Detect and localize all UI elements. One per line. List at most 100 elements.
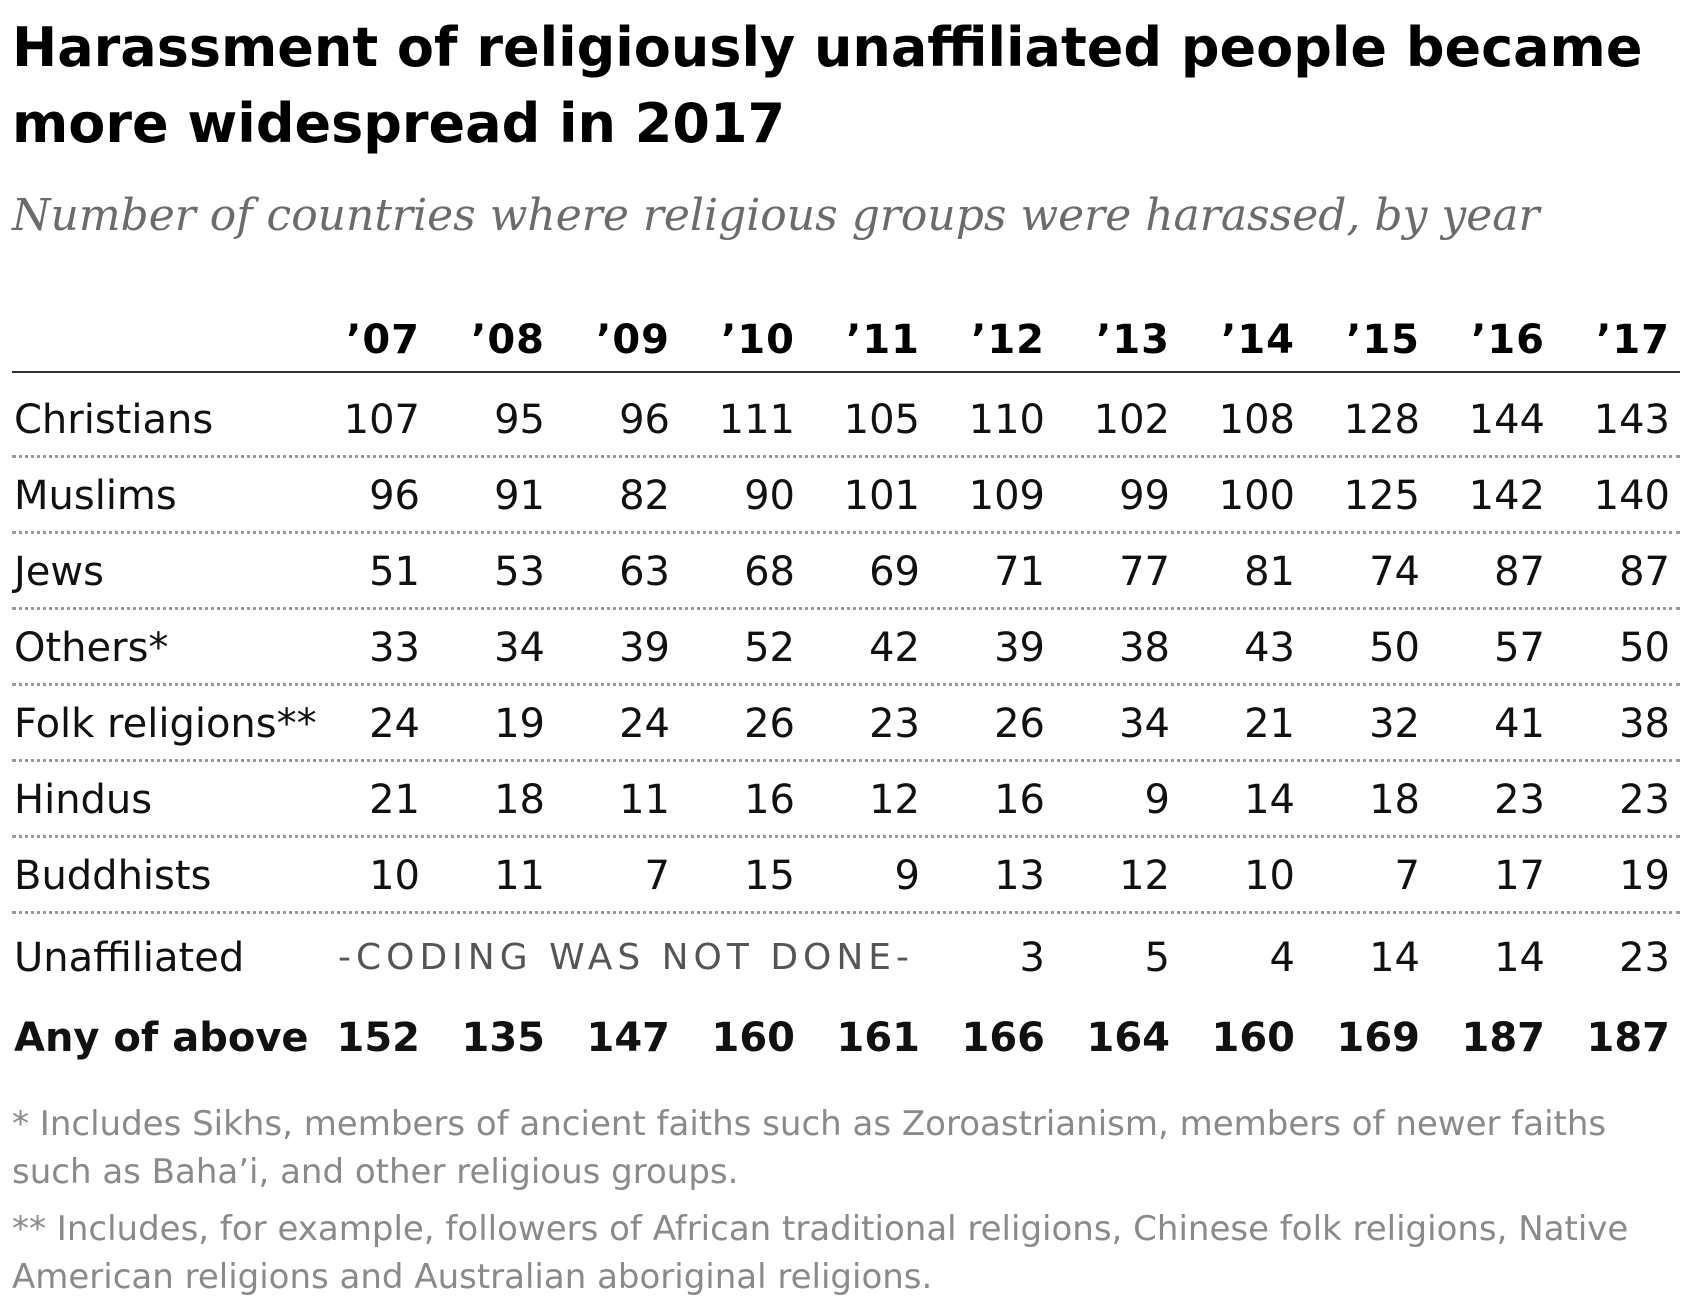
table-cell: 160	[1211, 1015, 1296, 1061]
table-cell: 9	[1144, 777, 1170, 823]
table-cell: 38	[1619, 701, 1670, 747]
table-cell: 135	[461, 1015, 546, 1061]
table-cell: 39	[994, 625, 1045, 671]
row-divider	[12, 531, 1680, 534]
table-cell: 11	[619, 777, 670, 823]
table-cell: 68	[744, 549, 795, 595]
table-cell: 14	[1244, 777, 1295, 823]
column-header: ’10	[721, 317, 795, 363]
table-cell: 11	[494, 853, 545, 899]
row-label: Unaffiliated	[14, 935, 245, 981]
table-cell: 7	[644, 853, 670, 899]
table-cell: 161	[836, 1015, 921, 1061]
table-cell: 96	[369, 473, 420, 519]
data-table: ’07 ’08 ’09 ’10 ’11 ’12 ’13 ’14 ’15 ’16 ’17 Christi…	[12, 317, 1680, 1061]
table-cell: 4	[1269, 935, 1295, 981]
row-label: Buddhists	[14, 853, 212, 899]
column-header: ’07	[346, 317, 420, 363]
table-cell: 21	[1244, 701, 1295, 747]
table-cell: 187	[1461, 1015, 1546, 1061]
table-cell: 71	[994, 549, 1045, 595]
table-cell: 128	[1343, 397, 1420, 443]
table-cell: 95	[494, 397, 545, 443]
table-cell: 187	[1586, 1015, 1671, 1061]
table-cell: 90	[744, 473, 795, 519]
table-cell: 34	[1119, 701, 1170, 747]
table-cell: 18	[1369, 777, 1420, 823]
column-header: ’15	[1346, 317, 1420, 363]
row-label: Hindus	[14, 777, 153, 823]
column-header: ’13	[1096, 317, 1170, 363]
table-cell: 24	[619, 701, 670, 747]
row-divider	[12, 455, 1680, 458]
table-cell: 21	[369, 777, 420, 823]
table-cell: 108	[1218, 397, 1295, 443]
table-cell: 164	[1086, 1015, 1171, 1061]
column-header: ’09	[596, 317, 670, 363]
table-cell: 107	[343, 397, 420, 443]
table-cell: 82	[619, 473, 670, 519]
table-cell: 69	[869, 549, 920, 595]
table-cell: 18	[494, 777, 545, 823]
table-cell: 81	[1244, 549, 1295, 595]
table-cell: 43	[1244, 625, 1295, 671]
table-cell: 15	[744, 853, 795, 899]
row-divider	[12, 607, 1680, 610]
table-cell: 110	[968, 397, 1045, 443]
table-cell: 50	[1369, 625, 1420, 671]
table-cell: 14	[1494, 935, 1545, 981]
table-cell: 34	[494, 625, 545, 671]
table-cell: 52	[744, 625, 795, 671]
table-cell: 3	[1019, 935, 1045, 981]
no-data-note: -CODING WAS NOT DONE-	[338, 937, 915, 978]
table-cell: 102	[1093, 397, 1170, 443]
table-cell: 57	[1494, 625, 1545, 671]
table-cell: 19	[494, 701, 545, 747]
column-header: ’12	[971, 317, 1045, 363]
footnote-2: ** Includes, for example, followers of A…	[12, 1209, 1629, 1297]
column-header: ’11	[846, 317, 920, 363]
table-cell: 109	[968, 473, 1045, 519]
row-label: Jews	[14, 549, 104, 595]
table-cell: 41	[1494, 701, 1545, 747]
row-divider	[12, 759, 1680, 762]
table-cell: 23	[1619, 935, 1670, 981]
table-cell: 166	[961, 1015, 1046, 1061]
table-cell: 51	[369, 549, 420, 595]
row-divider	[12, 835, 1680, 838]
footnote-1: * Includes Sikhs, members of ancient fai…	[12, 1104, 1607, 1192]
table-cell: 74	[1369, 549, 1420, 595]
table-cell: 14	[1369, 935, 1420, 981]
row-label: Any of above	[14, 1015, 309, 1061]
table-cell: 111	[718, 397, 795, 443]
table-cell: 169	[1336, 1015, 1421, 1061]
table-cell: 23	[869, 701, 920, 747]
chart-subtitle: Number of countries where religious grou…	[12, 190, 1540, 241]
column-header: ’17	[1596, 317, 1670, 363]
table-cell: 105	[843, 397, 920, 443]
table-cell: 13	[994, 853, 1045, 899]
table-cell: 19	[1619, 853, 1670, 899]
table-cell: 12	[1119, 853, 1170, 899]
table-cell: 23	[1494, 777, 1545, 823]
table-cell: 143	[1593, 397, 1670, 443]
table-cell: 77	[1119, 549, 1170, 595]
table-cell: 26	[744, 701, 795, 747]
table-cell: 53	[494, 549, 545, 595]
table-cell: 5	[1144, 935, 1170, 981]
column-header: ’14	[1221, 317, 1295, 363]
column-header: ’16	[1471, 317, 1545, 363]
table-cell: 100	[1218, 473, 1295, 519]
column-header: ’08	[471, 317, 545, 363]
table-cell: 10	[369, 853, 420, 899]
row-label: Folk religions**	[14, 701, 317, 747]
row-label: Others*	[14, 625, 169, 671]
table-cell: 42	[869, 625, 920, 671]
table-cell: 87	[1494, 549, 1545, 595]
table-cell: 9	[894, 853, 920, 899]
table-cell: 16	[994, 777, 1045, 823]
table-cell: 32	[1369, 701, 1420, 747]
table-cell: 39	[619, 625, 670, 671]
table-cell: 152	[336, 1015, 421, 1061]
table-cell: 99	[1119, 473, 1170, 519]
